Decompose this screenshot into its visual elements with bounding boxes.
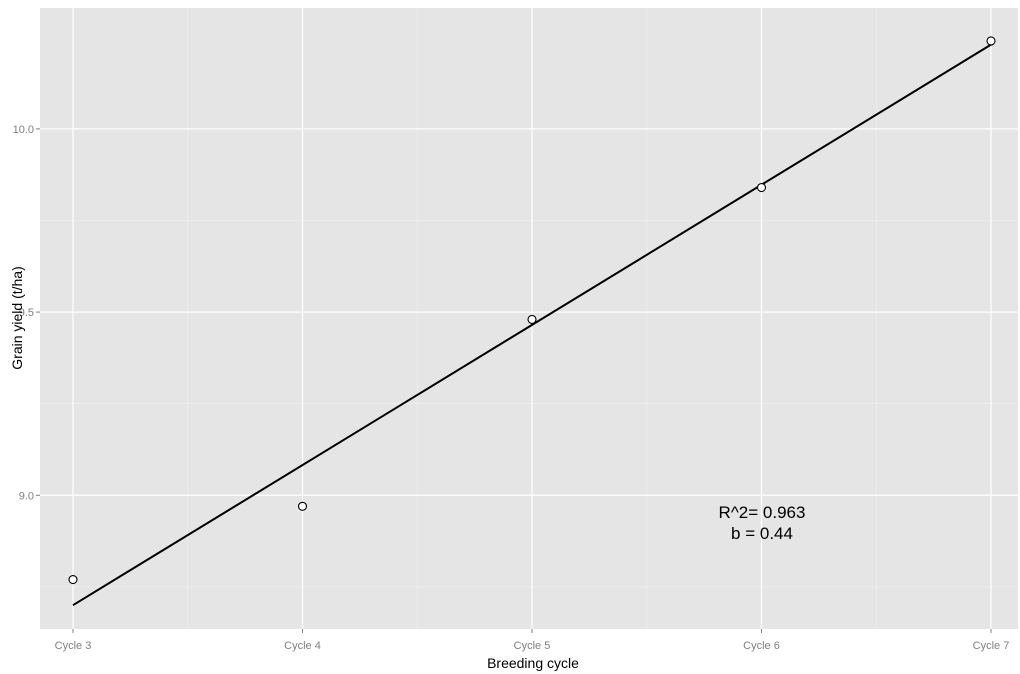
x-tick-label: Cycle 6 (743, 640, 780, 652)
annotation-slope: b = 0.44 (731, 524, 793, 543)
data-point (756, 182, 767, 193)
y-tick-label: 10.0 (13, 124, 34, 136)
regression-line-group (72, 43, 992, 607)
data-point (68, 574, 78, 585)
y-axis-title: Grain yield (t/ha) (9, 266, 25, 369)
x-tick-label: Cycle 3 (55, 640, 92, 652)
grid-lines (40, 8, 1018, 629)
y-tick-label: 9.0 (19, 490, 34, 502)
data-point (527, 314, 537, 324)
regression-line (72, 43, 992, 607)
x-axis: Cycle 3 Cycle 4 Cycle 5 Cycle 6 Cycle 7 (55, 629, 1010, 652)
data-point (986, 36, 996, 46)
x-axis-title: Breeding cycle (487, 655, 579, 671)
data-points (68, 36, 996, 585)
y-tick-label: 9.5 (19, 307, 34, 319)
y-axis: 9.0 9.5 10.0 (13, 124, 40, 502)
data-point (297, 501, 308, 511)
annotation-r-squared: R^2= 0.963 (719, 503, 806, 522)
x-tick-label: Cycle 5 (514, 640, 551, 652)
x-tick-label: Cycle 4 (284, 640, 321, 652)
x-tick-label: Cycle 7 (973, 640, 1010, 652)
